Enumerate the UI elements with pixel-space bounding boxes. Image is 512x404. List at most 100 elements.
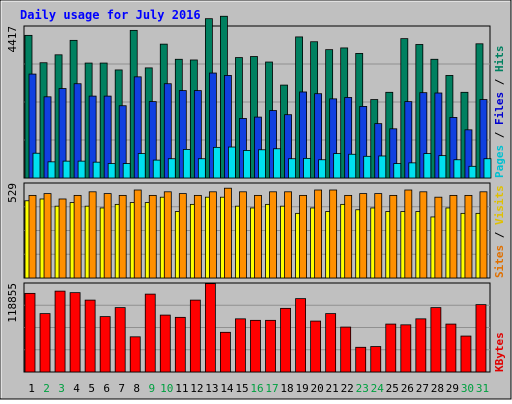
bar-hits-files-28 [434,92,443,179]
bar-hits-pages-8 [137,153,146,179]
bar-kbytes-kbytes-5 [84,299,96,373]
bar-visits-sites-19 [299,194,307,279]
bar-hits-pages-22 [348,153,357,179]
x-tick-label-27: 27 [416,382,429,395]
x-tick-label-24: 24 [371,382,385,395]
bar-kbytes-kbytes-2 [39,313,51,373]
x-tick-label-23: 23 [356,382,369,395]
bar-hits-pages-28 [438,155,447,179]
bar-hits-pages-18 [288,158,296,179]
bar-visits-sites-1 [28,194,37,279]
bar-hits-pages-21 [333,153,342,179]
series-label-part: / [493,72,506,92]
x-tick-label-1: 1 [28,382,35,395]
x-tick-label-21: 21 [326,382,339,395]
series-label-part: Files [493,92,506,125]
x-tick-label-30: 30 [461,382,474,395]
bar-hits-pages-17 [273,148,281,179]
panel-visits: 529 Sites / Visits [6,182,506,279]
bar-visits-sites-29 [449,194,458,279]
bar-hits-files-26 [404,101,413,179]
bar-kbytes-kbytes-13 [204,283,216,373]
bar-hits-files-22 [344,97,353,179]
bar-kbytes-kbytes-7 [114,307,126,373]
x-tick-label-8: 8 [133,382,140,395]
bar-kbytes-kbytes-31 [475,304,487,373]
bar-kbytes-kbytes-16 [250,319,261,373]
bar-visits-sites-17 [269,191,277,279]
bar-visits-sites-13 [208,191,217,279]
bar-hits-files-2 [43,96,52,179]
bar-hits-files-10 [163,83,172,179]
bar-hits-files-7 [118,105,127,179]
bar-visits-sites-4 [73,194,82,279]
x-tick-label-11: 11 [175,382,188,395]
bar-visits-sites-28 [434,196,443,279]
bar-kbytes-kbytes-30 [460,335,472,373]
x-tick-label-3: 3 [58,382,65,395]
bar-visits-sites-2 [43,193,52,279]
bar-hits-files-29 [449,117,458,179]
series-label-part: Visits [493,185,506,225]
bar-hits-files-13 [208,72,217,179]
bar-hits-pages-20 [318,159,327,179]
series-label-part: / [493,125,506,145]
bar-hits-files-18 [284,114,292,179]
bar-hits-pages-23 [363,155,372,179]
x-tick-label-10: 10 [160,382,173,395]
bar-hits-files-30 [464,129,473,179]
bar-hits-pages-25 [393,163,402,179]
panel-kbytes: 118855 KBytes [6,282,506,373]
bar-hits-pages-12 [197,158,206,179]
x-tick-label-25: 25 [386,382,399,395]
bar-hits-pages-29 [453,159,462,179]
bar-hits-pages-7 [122,163,131,179]
bar-visits-sites-23 [359,193,368,279]
bar-hits-files-12 [193,90,202,179]
bar-visits-sites-20 [314,189,323,279]
x-tick-label-5: 5 [88,382,95,395]
bar-kbytes-kbytes-27 [415,318,427,373]
bar-hits-files-23 [359,106,368,179]
bar-kbytes-kbytes-11 [174,316,186,373]
bar-visits-sites-22 [344,194,353,279]
bar-kbytes-kbytes-17 [265,319,276,373]
bar-visits-sites-16 [254,194,262,279]
bar-visits-sites-5 [88,191,97,279]
bar-visits-sites-10 [163,191,172,279]
bar-hits-pages-19 [303,157,311,179]
bar-hits-pages-2 [47,161,56,179]
series-label-hits: Pages / Files / Hits [493,46,506,179]
chart-title: Daily usage for July 2016 [20,8,201,22]
x-tick-label-7: 7 [118,382,125,395]
bar-hits-pages-16 [258,149,266,179]
bar-visits-sites-18 [284,191,292,279]
bar-visits-sites-30 [464,194,473,279]
x-tick-label-28: 28 [431,382,444,395]
bar-kbytes-kbytes-24 [370,346,382,373]
bar-hits-pages-9 [152,159,161,179]
bar-hits-pages-6 [107,163,116,179]
bar-hits-files-16 [254,116,262,179]
bar-hits-pages-10 [167,158,176,179]
x-axis: 1 2 3 4 5 6 7 8 9 10 11 12 13 14 15 16 17 18 19 20 21 22 23 24 2… [28,382,489,395]
bar-kbytes-kbytes-8 [129,336,141,373]
bar-kbytes-kbytes-23 [355,346,367,373]
series-label-part: Sites [493,245,506,278]
series-label-part: Hits [493,46,506,73]
x-tick-label-20: 20 [311,382,324,395]
bar-hits-files-20 [314,93,323,179]
bar-hits-files-4 [73,83,82,179]
bar-hits-pages-15 [243,150,251,179]
series-label-part: Pages [493,145,506,178]
series-label-part: KBytes [493,332,506,372]
bar-visits-sites-24 [374,193,383,279]
x-tick-label-6: 6 [103,382,110,395]
x-tick-label-22: 22 [341,382,354,395]
bar-kbytes-kbytes-20 [310,320,322,373]
max-label-hits: 4417 [6,26,19,53]
bar-visits-sites-27 [419,191,428,279]
bar-hits-pages-27 [423,153,432,179]
bar-visits-sites-8 [133,189,142,279]
